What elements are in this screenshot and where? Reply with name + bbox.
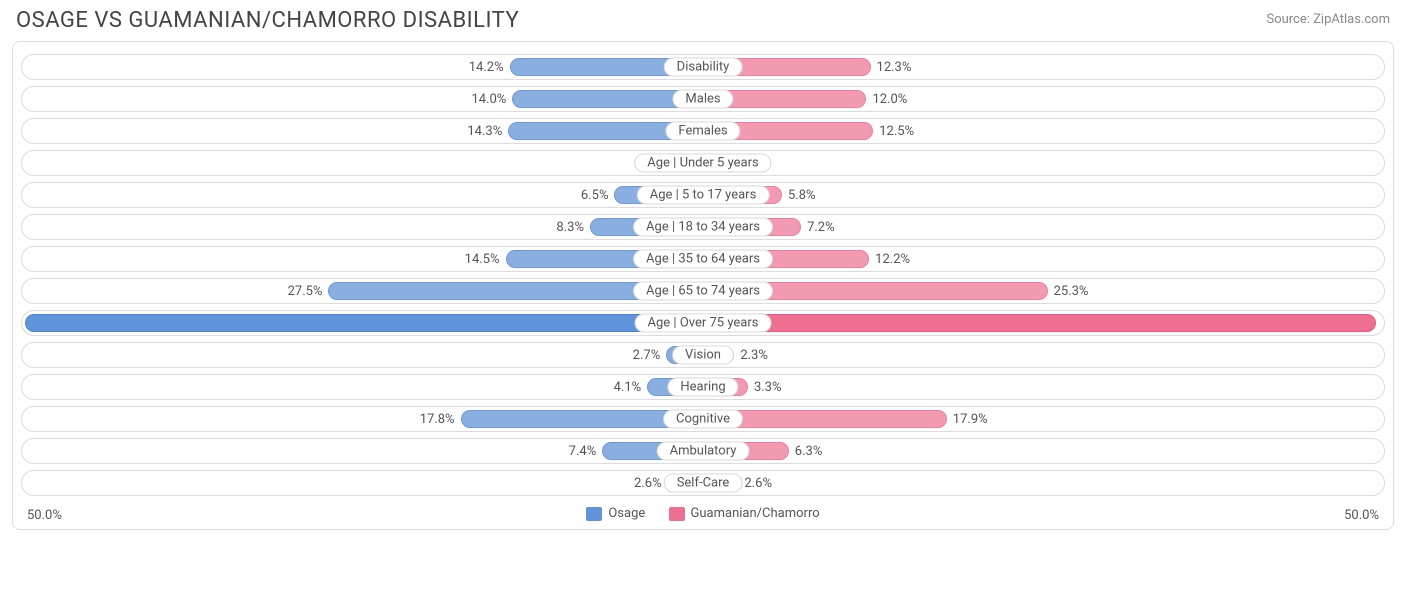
- legend-swatch-left: [586, 507, 602, 521]
- category-label: Age | Under 5 years: [634, 154, 771, 173]
- right-bar: [703, 314, 1376, 332]
- row-left-half: 2.7%: [22, 343, 703, 367]
- row-left-half: 2.6%: [22, 471, 703, 495]
- left-percent: 6.5%: [581, 188, 609, 203]
- data-row: 2.6% 2.6%Self-Care: [21, 470, 1385, 496]
- category-label: Hearing: [667, 378, 738, 397]
- legend: Osage Guamanian/Chamorro: [62, 506, 1344, 525]
- row-left-half: 1.8%: [22, 151, 703, 175]
- data-row: 6.5% 5.8% Age | 5 to 17 years: [21, 182, 1385, 208]
- left-percent: 7.4%: [569, 444, 597, 459]
- row-right-half: 12.5%: [703, 119, 1384, 143]
- legend-item-right: Guamanian/Chamorro: [669, 506, 820, 521]
- right-percent: 12.0%: [872, 92, 907, 107]
- category-label: Age | 18 to 34 years: [633, 218, 773, 237]
- category-label: Cognitive: [663, 410, 743, 429]
- left-percent: 2.7%: [633, 348, 661, 363]
- category-label: Self-Care: [664, 474, 743, 493]
- row-right-half: 7.2%: [703, 215, 1384, 239]
- row-left-half: 27.5%: [22, 279, 703, 303]
- data-row: 7.4% 6.3% Ambulatory: [21, 438, 1385, 464]
- legend-item-left: Osage: [586, 506, 645, 521]
- right-percent: 12.5%: [879, 124, 914, 139]
- source-attribution: Source: ZipAtlas.com: [1266, 8, 1390, 27]
- row-left-half: 14.5%: [22, 247, 703, 271]
- legend-swatch-right: [669, 507, 685, 521]
- row-right-half: 12.0%: [703, 87, 1384, 111]
- data-row: 2.7% 2.3% Vision: [21, 342, 1385, 368]
- row-right-half: [703, 311, 1384, 335]
- category-label: Disability: [664, 58, 743, 77]
- row-right-half: 2.6%: [703, 471, 1384, 495]
- right-percent: 12.2%: [875, 252, 910, 267]
- data-row: 49.8%49.4%Age | Over 75 years: [21, 310, 1385, 336]
- left-percent: 14.3%: [467, 124, 502, 139]
- row-right-half: 5.8%: [703, 183, 1384, 207]
- data-row: 4.1% 3.3% Hearing: [21, 374, 1385, 400]
- right-percent: 5.8%: [788, 188, 816, 203]
- row-right-half: 25.3%: [703, 279, 1384, 303]
- chart-area: 14.2% 12.3% Disability 14.0% 12.0% Males 14.3%…: [12, 41, 1394, 530]
- data-row: 17.8% 17.9% Cognitive: [21, 406, 1385, 432]
- left-percent: 14.5%: [465, 252, 500, 267]
- category-label: Males: [672, 90, 733, 109]
- right-percent: 17.9%: [953, 412, 988, 427]
- row-left-half: 14.0%: [22, 87, 703, 111]
- category-label: Vision: [672, 346, 734, 365]
- right-percent: 3.3%: [754, 380, 782, 395]
- header: OSAGE VS GUAMANIAN/CHAMORRO DISABILITY S…: [0, 0, 1406, 37]
- chart-footer: 50.0% Osage Guamanian/Chamorro 50.0%: [17, 502, 1389, 525]
- row-right-half: 2.3%: [703, 343, 1384, 367]
- row-left-half: 8.3%: [22, 215, 703, 239]
- row-left-half: [22, 311, 703, 335]
- data-row: 27.5% 25.3% Age | 65 to 74 years: [21, 278, 1385, 304]
- category-label: Age | 35 to 64 years: [633, 250, 773, 269]
- row-left-half: 14.3%: [22, 119, 703, 143]
- category-label: Age | 5 to 17 years: [637, 186, 770, 205]
- row-right-half: 12.2%: [703, 247, 1384, 271]
- left-percent: 14.2%: [469, 60, 504, 75]
- right-percent: 6.3%: [795, 444, 823, 459]
- right-percent: 2.6%: [744, 476, 772, 491]
- row-right-half: 12.3%: [703, 55, 1384, 79]
- left-percent: 27.5%: [288, 284, 323, 299]
- legend-label-right: Guamanian/Chamorro: [691, 506, 820, 521]
- category-label: Females: [665, 122, 740, 141]
- right-percent: 12.3%: [877, 60, 912, 75]
- right-percent: 2.3%: [740, 348, 768, 363]
- data-row: 14.5% 12.2% Age | 35 to 64 years: [21, 246, 1385, 272]
- data-row: 14.0% 12.0% Males: [21, 86, 1385, 112]
- category-label: Age | Over 75 years: [635, 314, 772, 333]
- left-bar: [25, 314, 703, 332]
- row-left-half: 7.4%: [22, 439, 703, 463]
- row-left-half: 4.1%: [22, 375, 703, 399]
- right-percent: 25.3%: [1054, 284, 1089, 299]
- data-row: 8.3% 7.2% Age | 18 to 34 years: [21, 214, 1385, 240]
- row-right-half: 1.2%: [703, 151, 1384, 175]
- category-label: Ambulatory: [657, 442, 750, 461]
- axis-max-right: 50.0%: [1344, 508, 1379, 523]
- axis-max-left: 50.0%: [27, 508, 62, 523]
- category-label: Age | 65 to 74 years: [633, 282, 773, 301]
- left-percent: 14.0%: [471, 92, 506, 107]
- chart-title: OSAGE VS GUAMANIAN/CHAMORRO DISABILITY: [16, 8, 519, 33]
- left-percent: 17.8%: [420, 412, 455, 427]
- right-percent: 7.2%: [807, 220, 835, 235]
- left-percent: 2.6%: [634, 476, 662, 491]
- legend-label-left: Osage: [608, 506, 645, 521]
- row-right-half: 3.3%: [703, 375, 1384, 399]
- row-right-half: 17.9%: [703, 407, 1384, 431]
- data-row: 14.2% 12.3% Disability: [21, 54, 1385, 80]
- data-row: 1.8%1.2%Age | Under 5 years: [21, 150, 1385, 176]
- data-row: 14.3% 12.5% Females: [21, 118, 1385, 144]
- row-left-half: 14.2%: [22, 55, 703, 79]
- rows-container: 14.2% 12.3% Disability 14.0% 12.0% Males 14.3%…: [17, 54, 1389, 496]
- row-left-half: 6.5%: [22, 183, 703, 207]
- left-percent: 8.3%: [556, 220, 584, 235]
- row-left-half: 17.8%: [22, 407, 703, 431]
- row-right-half: 6.3%: [703, 439, 1384, 463]
- left-percent: 4.1%: [614, 380, 642, 395]
